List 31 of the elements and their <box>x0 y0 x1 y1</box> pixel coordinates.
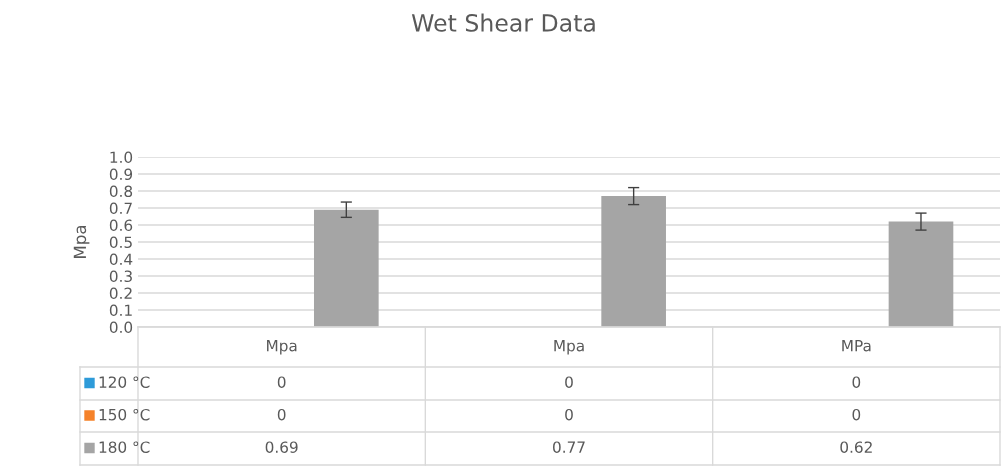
y-tick-label: 1.0 <box>110 151 133 164</box>
x-tick-label: Mpa <box>267 340 297 355</box>
data-label: 0 <box>277 408 286 421</box>
data-label: 0 <box>852 408 861 421</box>
data-label: 0.62 <box>840 441 872 453</box>
legend-label: 180 °C <box>99 441 150 453</box>
y-tick-label: 0.8 <box>109 185 133 198</box>
x-tick-label: Mpa <box>554 340 584 355</box>
y-tick-label: 0.4 <box>109 253 133 266</box>
bar <box>601 196 666 327</box>
y-tick-label: 0.0 <box>109 321 133 334</box>
data-label: 0.69 <box>265 441 298 453</box>
legend-label: 150 °C <box>99 408 150 421</box>
y-tick-label: 0.5 <box>109 236 132 249</box>
data-label: 0.77 <box>553 441 585 453</box>
bar <box>888 221 954 327</box>
y-tick-label: 0.6 <box>109 219 133 232</box>
y-tick-label: 0.7 <box>109 202 132 215</box>
chart-title: Wet Shear Data <box>411 13 595 32</box>
y-tick-label: 0.1 <box>109 304 132 317</box>
bar <box>313 209 379 327</box>
x-tick-label: MPa <box>842 340 871 352</box>
y-axis-title: Mpa <box>73 225 90 258</box>
y-tick-label: 0.9 <box>109 168 133 181</box>
data-label: 0 <box>277 376 286 388</box>
y-tick-label: 0.2 <box>109 287 132 300</box>
data-label: 0 <box>565 408 573 421</box>
data-label: 0 <box>852 376 861 388</box>
legend-label: 120 °C <box>99 376 150 388</box>
y-tick-label: 0.3 <box>109 270 132 283</box>
data-label: 0 <box>565 376 573 388</box>
